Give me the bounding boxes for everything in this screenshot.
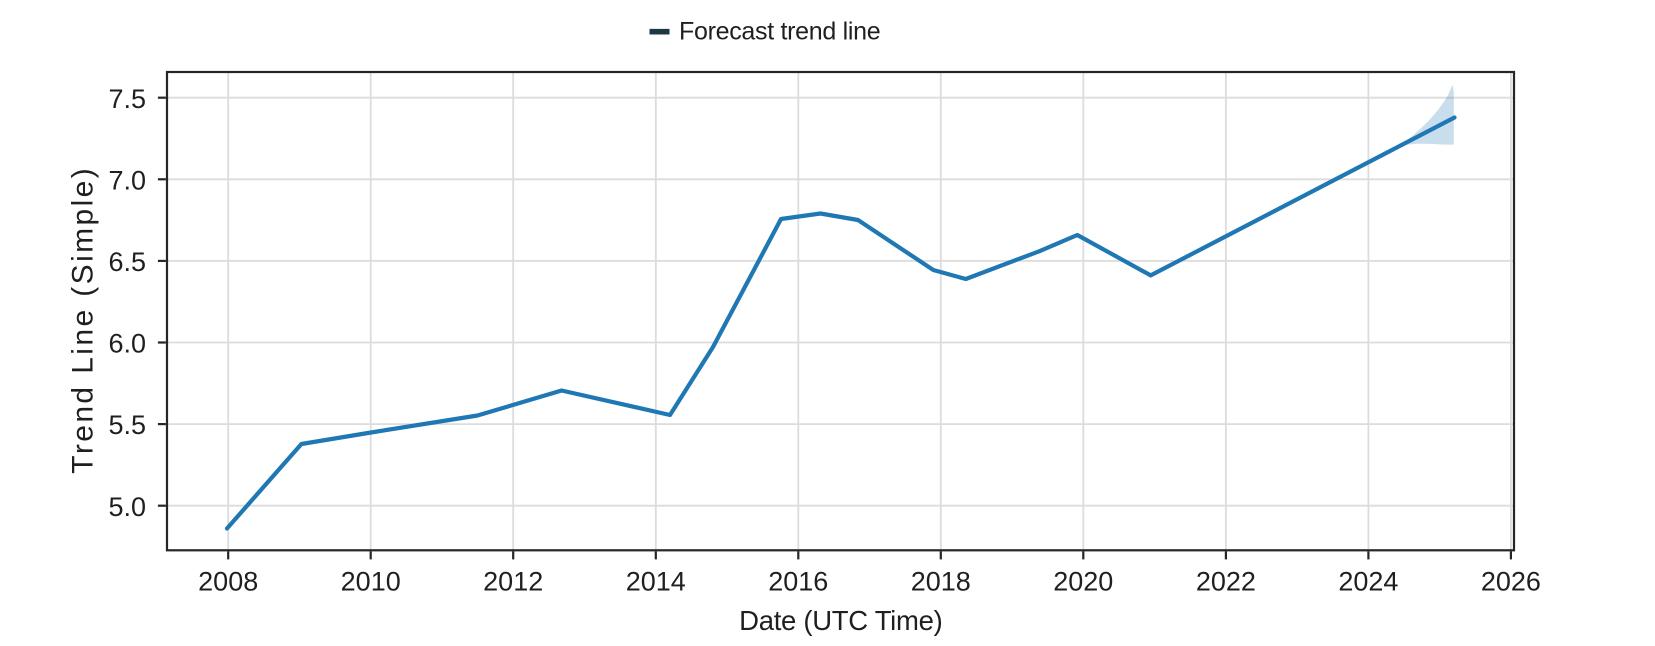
svg-text:2012: 2012 bbox=[483, 567, 543, 597]
svg-text:2014: 2014 bbox=[626, 567, 686, 597]
svg-text:Date (UTC Time): Date (UTC Time) bbox=[739, 605, 942, 636]
svg-text:2018: 2018 bbox=[911, 567, 971, 597]
svg-text:Forecast trend line: Forecast trend line bbox=[679, 17, 880, 45]
svg-text:5.0: 5.0 bbox=[108, 492, 146, 522]
svg-text:6.5: 6.5 bbox=[108, 247, 146, 277]
svg-text:2010: 2010 bbox=[341, 567, 401, 597]
svg-text:2016: 2016 bbox=[768, 567, 828, 597]
svg-text:7.0: 7.0 bbox=[108, 165, 146, 195]
svg-text:2024: 2024 bbox=[1338, 567, 1398, 597]
svg-text:2026: 2026 bbox=[1481, 567, 1541, 597]
svg-text:5.5: 5.5 bbox=[108, 410, 146, 440]
svg-text:Trend Line (Simple): Trend Line (Simple) bbox=[67, 166, 100, 474]
svg-text:2020: 2020 bbox=[1053, 567, 1113, 597]
svg-text:6.0: 6.0 bbox=[108, 329, 146, 359]
svg-text:2008: 2008 bbox=[198, 567, 258, 597]
svg-text:7.5: 7.5 bbox=[108, 84, 146, 114]
svg-text:2022: 2022 bbox=[1196, 567, 1256, 597]
